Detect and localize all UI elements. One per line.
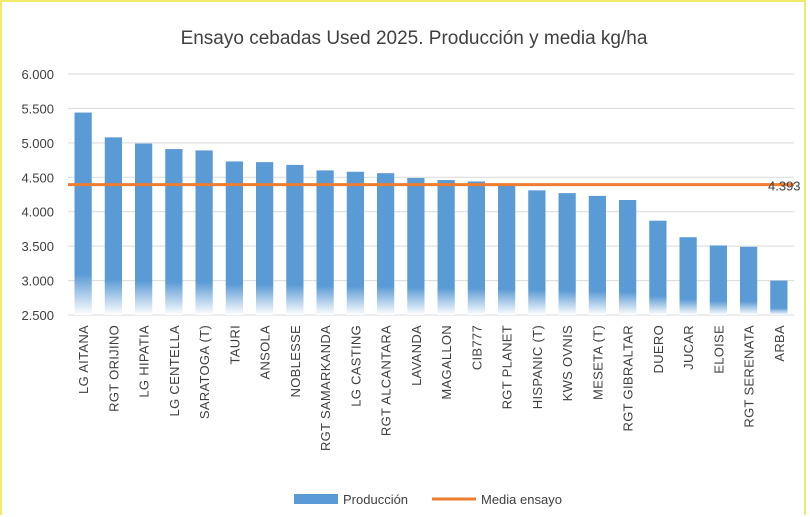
bar-saratoga-t bbox=[195, 150, 213, 315]
x-tick-label: MAGALLON bbox=[439, 325, 454, 400]
y-axis-ticks: 2.500 3.000 3.500 4.000 4.500 5.000 5.500 6.000 bbox=[21, 67, 54, 323]
bar-lavanda bbox=[407, 177, 425, 315]
x-tick-label: LG CENTELLA bbox=[167, 325, 182, 416]
grid-lines bbox=[68, 73, 794, 316]
x-tick-label: ARBA bbox=[772, 325, 787, 362]
bar-rgt-serenata bbox=[740, 246, 758, 315]
y-tick-label: 2.500 bbox=[21, 308, 54, 323]
bar-rgt-alcantara bbox=[377, 173, 395, 315]
x-tick-label: RGT GIBRALTAR bbox=[621, 325, 636, 431]
x-tick-label: ELOISE bbox=[711, 325, 726, 374]
legend-swatch-produccion bbox=[294, 494, 338, 504]
bar-meseta-t bbox=[588, 195, 606, 315]
y-tick-label: 4.500 bbox=[21, 170, 54, 185]
x-tick-label: LG CASTING bbox=[348, 325, 363, 407]
x-tick-label: CIB777 bbox=[469, 325, 484, 370]
x-tick-label: RGT SAMARKANDA bbox=[318, 325, 333, 451]
x-tick-label: SARATOGA (T) bbox=[197, 325, 212, 419]
bar-duero bbox=[649, 220, 667, 315]
legend: Producción Media ensayo bbox=[294, 492, 562, 507]
y-tick-label: 3.000 bbox=[21, 274, 54, 289]
x-tick-label: RGT SERENATA bbox=[742, 325, 757, 428]
bar-cib777 bbox=[467, 181, 485, 315]
bar-ansola bbox=[256, 162, 274, 315]
bar-lg-aitana bbox=[74, 112, 92, 315]
y-tick-label: 3.500 bbox=[21, 239, 54, 254]
x-tick-label: KWS OVNIS bbox=[560, 325, 575, 401]
y-tick-label: 5.500 bbox=[21, 101, 54, 116]
bar-noblesse bbox=[286, 164, 304, 315]
bar-rgt-orijino bbox=[104, 137, 122, 315]
bar-lg-hipatia bbox=[135, 143, 153, 315]
x-axis-labels: LG AITANA RGT ORIJINO LG HIPATIA LG CENTELL… bbox=[76, 325, 787, 451]
x-tick-label: ANSOLA bbox=[258, 325, 273, 380]
x-tick-label: RGT PLANET bbox=[500, 325, 515, 409]
x-tick-label: JUCAR bbox=[681, 325, 696, 370]
x-tick-label: LG HIPATIA bbox=[137, 325, 152, 398]
bar-kws-ovnis bbox=[558, 193, 576, 315]
bar-rgt-planet bbox=[498, 185, 516, 315]
chart-title: Ensayo cebadas Used 2025. Producción y m… bbox=[181, 28, 648, 49]
mean-line-group: 4.393 bbox=[68, 179, 801, 194]
bars bbox=[74, 112, 788, 315]
bar-lg-centella bbox=[165, 149, 183, 315]
bar-arba bbox=[770, 280, 788, 315]
bar-hispanic-t bbox=[528, 190, 546, 315]
x-tick-label: DUERO bbox=[651, 325, 666, 373]
bar-eloise bbox=[709, 245, 727, 315]
x-tick-label: LG AITANA bbox=[76, 325, 91, 394]
x-tick-label: RGT ALCANTARA bbox=[379, 325, 394, 436]
x-tick-label: RGT ORIJINO bbox=[106, 325, 121, 412]
y-tick-label: 5.000 bbox=[21, 136, 54, 151]
x-tick-label: NOBLESSE bbox=[288, 325, 303, 398]
x-tick-label: HISPANIC (T) bbox=[530, 325, 545, 409]
x-tick-label: TAURI bbox=[227, 325, 242, 365]
x-tick-label: LAVANDA bbox=[409, 325, 424, 386]
y-tick-label: 4.000 bbox=[21, 205, 54, 220]
bar-rgt-samarkanda bbox=[316, 170, 334, 315]
x-tick-label: MESETA (T) bbox=[590, 325, 605, 400]
bar-tauri bbox=[225, 161, 243, 315]
mean-value-label: 4.393 bbox=[768, 179, 801, 194]
bar-jucar bbox=[679, 237, 697, 315]
bar-magallon bbox=[437, 180, 455, 315]
bar-rgt-gibraltar bbox=[619, 200, 637, 315]
bar-lg-casting bbox=[346, 171, 364, 315]
legend-label-produccion: Producción bbox=[343, 492, 408, 507]
legend-label-media: Media ensayo bbox=[481, 492, 562, 507]
y-tick-label: 6.000 bbox=[21, 67, 54, 82]
